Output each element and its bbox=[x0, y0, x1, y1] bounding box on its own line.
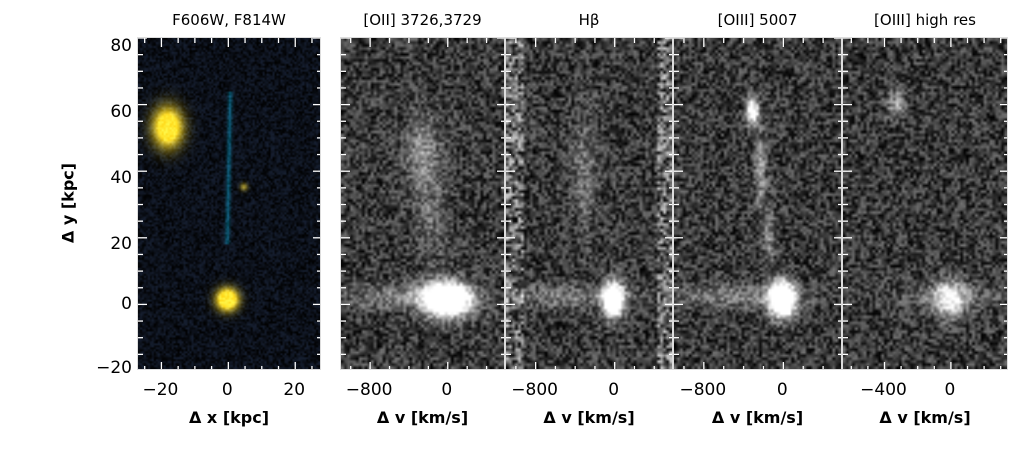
panel-title: Hβ bbox=[579, 11, 600, 29]
xtick: 0 bbox=[944, 380, 955, 400]
xtick: −800 bbox=[346, 380, 393, 400]
panel-title: [OIII] high res bbox=[874, 11, 976, 29]
xtick: 0 bbox=[777, 380, 788, 400]
axis-ticks bbox=[843, 38, 1007, 369]
axis-ticks bbox=[138, 38, 320, 369]
axis-ticks bbox=[341, 38, 504, 369]
ylabel: Δ y [kpc] bbox=[59, 163, 78, 243]
ytick: 40 bbox=[110, 168, 132, 188]
ytick: −20 bbox=[96, 358, 132, 378]
image-panel bbox=[505, 37, 673, 370]
xlabel: Δ v [km/s] bbox=[377, 408, 468, 427]
image-panel bbox=[673, 37, 842, 370]
xtick: −800 bbox=[511, 380, 558, 400]
axis-ticks bbox=[674, 38, 841, 369]
axis-ticks bbox=[506, 38, 672, 369]
xtick: 0 bbox=[222, 380, 233, 400]
xtick: −400 bbox=[860, 380, 907, 400]
ytick: 80 bbox=[110, 36, 132, 56]
image-panel bbox=[137, 37, 321, 370]
xtick: 20 bbox=[283, 380, 305, 400]
xlabel: Δ v [km/s] bbox=[879, 408, 970, 427]
ytick: 20 bbox=[110, 234, 132, 254]
xtick: 0 bbox=[441, 380, 452, 400]
xlabel: Δ x [kpc] bbox=[189, 408, 269, 427]
image-panel bbox=[340, 37, 505, 370]
panel-title: [OII] 3726,3729 bbox=[363, 11, 481, 29]
xtick: −20 bbox=[142, 380, 178, 400]
ytick: 0 bbox=[121, 294, 132, 314]
ytick: 60 bbox=[110, 102, 132, 122]
panel-title: [OIII] 5007 bbox=[718, 11, 798, 29]
xtick: −800 bbox=[679, 380, 726, 400]
image-panel bbox=[842, 37, 1008, 370]
xlabel: Δ v [km/s] bbox=[543, 408, 634, 427]
xlabel: Δ v [km/s] bbox=[712, 408, 803, 427]
xtick: 0 bbox=[608, 380, 619, 400]
panel-title: F606W, F814W bbox=[172, 11, 286, 29]
